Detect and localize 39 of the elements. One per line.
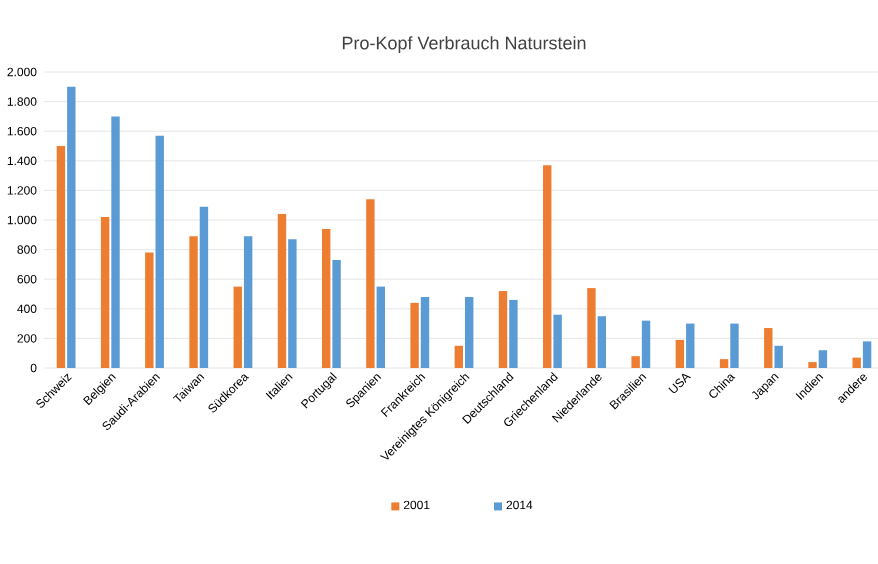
bar — [774, 345, 783, 368]
bar — [410, 302, 419, 368]
bar — [366, 199, 375, 368]
bar — [543, 165, 552, 368]
bar — [597, 316, 607, 368]
bar — [498, 291, 508, 368]
bar — [243, 236, 253, 368]
bar — [100, 217, 110, 368]
bar — [553, 314, 562, 368]
bar — [686, 323, 695, 368]
bar — [332, 259, 341, 368]
bar — [509, 299, 518, 368]
bar — [587, 288, 596, 368]
bar — [641, 320, 651, 368]
bar — [675, 339, 685, 368]
bar — [145, 252, 154, 368]
bar — [67, 86, 76, 368]
bar — [454, 345, 463, 368]
bar — [111, 116, 120, 368]
bar — [719, 359, 729, 368]
chart-title: Pro-Kopf Verbrauch Naturstein — [342, 36, 586, 53]
bar — [321, 228, 331, 368]
bar — [155, 135, 164, 368]
bar — [277, 214, 287, 368]
bar — [818, 350, 828, 368]
bar — [420, 296, 430, 368]
bar — [852, 357, 861, 368]
bar — [189, 236, 198, 368]
bar — [764, 328, 773, 368]
bar — [631, 356, 640, 368]
bar — [288, 239, 297, 368]
bar — [862, 341, 872, 368]
bar — [233, 286, 242, 368]
bar — [808, 362, 817, 368]
bar — [56, 146, 66, 368]
bar — [376, 286, 385, 368]
bar — [199, 206, 209, 368]
bar — [465, 296, 474, 368]
bar — [730, 323, 739, 368]
